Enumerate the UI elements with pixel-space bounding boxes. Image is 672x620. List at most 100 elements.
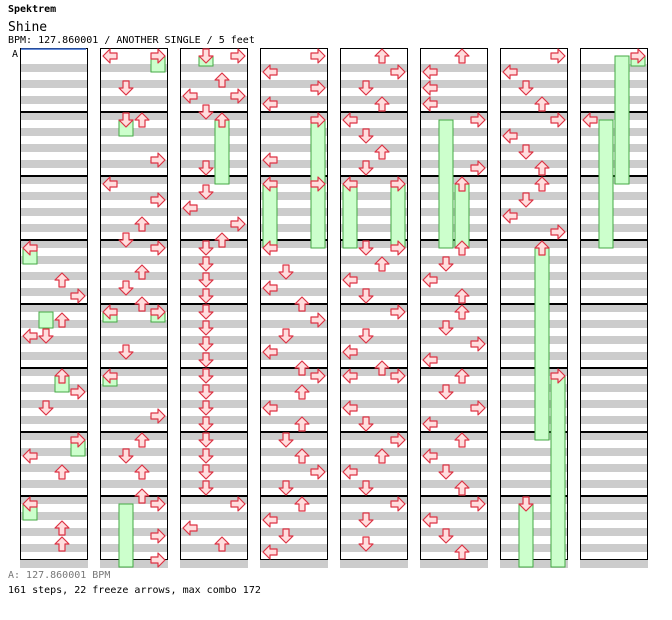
arrow-right	[310, 368, 326, 384]
beat-stripe	[20, 224, 88, 232]
arrow-down	[118, 232, 134, 248]
beat-stripe	[580, 352, 648, 360]
beat-stripe	[180, 384, 248, 392]
beat-stripe	[420, 400, 488, 408]
beat-stripe	[580, 512, 648, 520]
measure-box	[500, 432, 568, 496]
arrow-left	[502, 128, 518, 144]
beat-stripe	[100, 160, 168, 168]
beat-stripe	[580, 464, 648, 472]
beat-stripe	[180, 336, 248, 344]
beat-stripe	[100, 432, 168, 440]
arrow-up	[54, 520, 70, 536]
arrow-right	[390, 176, 406, 192]
measure-box	[340, 48, 408, 112]
beat-stripe	[180, 80, 248, 88]
beat-stripe	[180, 112, 248, 120]
beat-stripe	[260, 320, 328, 328]
arrow-down	[278, 264, 294, 280]
beat-stripe	[180, 208, 248, 216]
beat-stripe	[420, 256, 488, 264]
beat-stripe	[420, 224, 488, 232]
arrow-down	[278, 480, 294, 496]
arrow-down	[358, 128, 374, 144]
beat-stripe	[260, 160, 328, 168]
beat-stripe	[20, 384, 88, 392]
arrow-up	[374, 256, 390, 272]
beat-stripe	[420, 176, 488, 184]
arrow-left	[22, 496, 38, 512]
measure-box	[420, 176, 488, 240]
arrow-down	[198, 464, 214, 480]
beat-stripe	[500, 336, 568, 344]
beat-stripe	[420, 240, 488, 248]
measure-box	[580, 240, 648, 304]
measure-box	[180, 304, 248, 368]
arrow-right	[70, 384, 86, 400]
measure-box	[420, 112, 488, 176]
beat-stripe	[500, 96, 568, 104]
beat-stripe	[100, 336, 168, 344]
arrow-up	[54, 312, 70, 328]
beat-stripe	[180, 160, 248, 168]
beat-stripe	[340, 96, 408, 104]
chart-stats: 161 steps, 22 freeze arrows, max combo 1…	[8, 585, 261, 596]
measure-box	[340, 432, 408, 496]
beat-stripe	[500, 416, 568, 424]
beat-stripe	[260, 240, 328, 248]
beat-stripe	[580, 384, 648, 392]
bpm-legend: A: 127.860001 BPM	[8, 570, 111, 581]
beat-stripe	[420, 304, 488, 312]
arrow-up	[54, 536, 70, 552]
beat-stripe	[20, 112, 88, 120]
beat-stripe	[20, 416, 88, 424]
freeze-arrow	[518, 503, 534, 568]
measure-box	[260, 432, 328, 496]
arrow-down	[198, 432, 214, 448]
arrow-left	[182, 88, 198, 104]
arrow-up	[134, 464, 150, 480]
arrow-down	[198, 240, 214, 256]
beat-stripe	[340, 416, 408, 424]
arrow-right	[150, 408, 166, 424]
measure-box	[180, 368, 248, 432]
arrow-right	[70, 288, 86, 304]
beat-stripe	[500, 528, 568, 536]
beat-stripe	[100, 112, 168, 120]
arrow-right	[150, 240, 166, 256]
beat-stripe	[340, 224, 408, 232]
arrow-down	[518, 496, 534, 512]
arrow-down	[358, 480, 374, 496]
measure-box	[260, 496, 328, 560]
beat-stripe	[100, 288, 168, 296]
arrow-down	[198, 48, 214, 64]
beat-stripe	[260, 480, 328, 488]
beat-stripe	[580, 176, 648, 184]
arrow-down	[358, 80, 374, 96]
beat-stripe	[580, 144, 648, 152]
arrow-up	[374, 448, 390, 464]
beat-stripe	[420, 480, 488, 488]
arrow-right	[310, 312, 326, 328]
beat-stripe	[500, 272, 568, 280]
arrow-left	[422, 416, 438, 432]
beat-stripe	[340, 352, 408, 360]
arrow-down	[518, 144, 534, 160]
beat-stripe	[420, 288, 488, 296]
arrow-up	[134, 112, 150, 128]
beat-stripe	[420, 128, 488, 136]
arrow-up	[294, 360, 310, 376]
arrow-down	[198, 480, 214, 496]
beat-stripe	[340, 560, 408, 568]
measure-box	[20, 432, 88, 496]
arrow-left	[182, 200, 198, 216]
beat-stripe	[580, 112, 648, 120]
freeze-arrow	[614, 55, 630, 185]
beat-stripe	[180, 512, 248, 520]
measure-box	[580, 112, 648, 176]
beat-stripe	[340, 320, 408, 328]
beat-stripe	[100, 192, 168, 200]
beat-stripe	[420, 560, 488, 568]
beat-stripe	[180, 272, 248, 280]
beat-stripe	[340, 64, 408, 72]
